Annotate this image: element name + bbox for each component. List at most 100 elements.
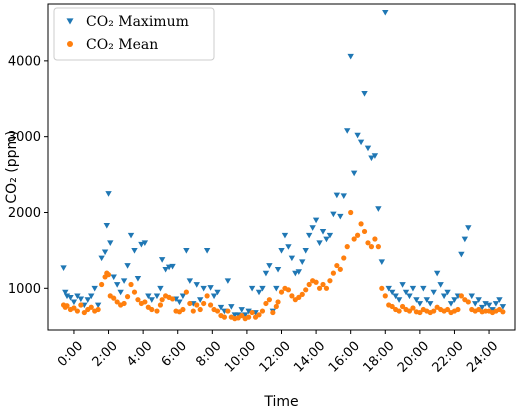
- max-point: [255, 289, 263, 296]
- max-point: [368, 155, 375, 162]
- mean-point: [431, 308, 437, 314]
- max-point: [420, 285, 427, 292]
- max-point: [91, 285, 98, 292]
- mean-point: [71, 305, 77, 311]
- mean-point: [465, 299, 471, 305]
- max-point: [101, 249, 109, 256]
- max-point: [110, 274, 117, 281]
- mean-point: [382, 293, 388, 299]
- mean-point: [88, 304, 94, 310]
- mean-point: [154, 308, 160, 314]
- max-point: [217, 304, 225, 311]
- max-point: [67, 295, 74, 301]
- max-point: [186, 278, 194, 284]
- max-point: [357, 139, 365, 146]
- max-point: [193, 282, 200, 288]
- mean-point: [344, 244, 350, 250]
- max-point: [134, 276, 142, 282]
- mean-point: [180, 306, 186, 313]
- max-point: [489, 307, 496, 313]
- max-point: [266, 263, 273, 269]
- mean-point: [95, 306, 101, 313]
- max-point: [176, 299, 183, 306]
- max-point: [333, 192, 341, 199]
- mean-point: [278, 289, 285, 295]
- y-tick-label: 2000: [8, 206, 41, 221]
- max-point: [447, 301, 455, 307]
- max-point: [319, 229, 327, 235]
- mean-point: [389, 303, 395, 310]
- mean-point: [183, 289, 189, 295]
- mean-point: [263, 300, 269, 307]
- max-point: [127, 232, 135, 239]
- max-point: [492, 301, 500, 307]
- max-point: [224, 278, 232, 284]
- mean-point: [194, 302, 200, 308]
- max-point: [361, 91, 368, 97]
- max-point: [105, 191, 112, 197]
- mean-point: [334, 262, 340, 269]
- max-point: [60, 265, 67, 272]
- max-point: [295, 269, 302, 275]
- mean-point: [266, 297, 272, 303]
- legend-max-label: CO₂ Maximum: [86, 14, 189, 30]
- mean-point: [149, 306, 155, 313]
- max-point: [392, 293, 399, 300]
- legend-mean-label: CO₂ Mean: [86, 37, 158, 53]
- max-point: [248, 285, 256, 292]
- mean-point: [111, 295, 117, 301]
- y-tick-label: 3000: [8, 130, 41, 145]
- max-point: [141, 240, 149, 247]
- mean-point: [358, 221, 364, 227]
- mean-point: [368, 244, 375, 250]
- max-point: [472, 301, 479, 307]
- mean-point: [320, 281, 326, 288]
- max-point: [113, 282, 121, 288]
- max-point: [482, 301, 489, 307]
- max-point: [245, 308, 252, 315]
- max-point: [288, 255, 296, 262]
- mean-point: [396, 308, 402, 314]
- max-point: [274, 266, 282, 273]
- max-point: [430, 289, 437, 296]
- max-point: [309, 225, 316, 231]
- max-point: [478, 304, 486, 311]
- max-point: [395, 297, 403, 303]
- mean-point: [221, 314, 228, 320]
- max-point: [375, 206, 382, 212]
- mean-point: [361, 228, 368, 235]
- mean-point: [351, 236, 357, 242]
- y-axis-title: CO₂ (ppm): [4, 130, 20, 203]
- max-point: [326, 232, 334, 239]
- mean-point: [500, 309, 506, 315]
- mean-point: [417, 309, 423, 316]
- max-point: [371, 153, 379, 159]
- mean-point: [379, 285, 385, 291]
- max-point: [148, 297, 155, 303]
- max-point: [145, 293, 152, 300]
- max-point: [402, 289, 410, 296]
- mean-point: [128, 281, 134, 288]
- max-point: [200, 285, 207, 292]
- mean-point: [157, 302, 164, 308]
- max-point: [465, 225, 472, 231]
- mean-point: [289, 293, 295, 299]
- mean-point: [64, 303, 70, 309]
- legend-max-marker: [66, 18, 74, 25]
- max-point: [70, 299, 78, 306]
- mean-point: [327, 278, 333, 284]
- max-point: [228, 304, 235, 310]
- mean-point: [270, 309, 276, 316]
- max-point: [162, 266, 169, 273]
- max-point: [423, 297, 430, 303]
- mean-point: [348, 209, 354, 216]
- max-point: [124, 263, 131, 269]
- max-point: [451, 297, 458, 303]
- max-point: [413, 297, 420, 303]
- max-point: [138, 241, 145, 248]
- mean-point: [259, 308, 266, 314]
- mean-point: [74, 308, 81, 314]
- mean-point: [135, 297, 141, 303]
